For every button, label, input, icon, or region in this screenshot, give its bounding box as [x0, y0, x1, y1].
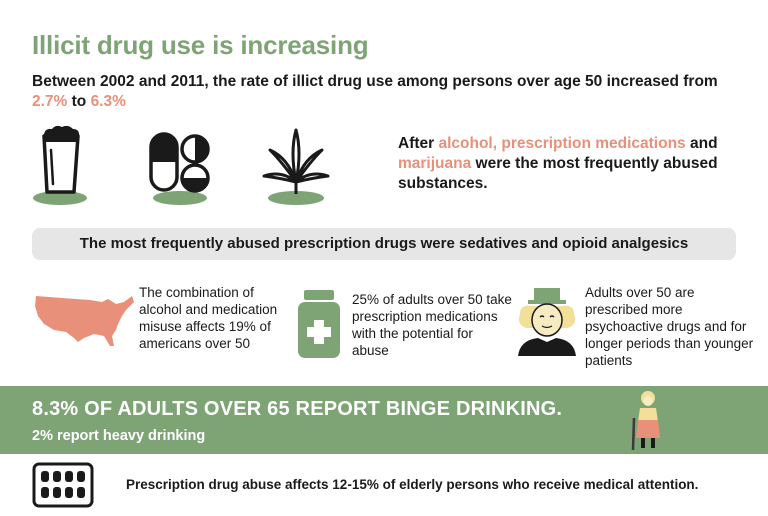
sedatives-banner: The most frequently abused prescription … [32, 228, 736, 260]
elderly-woman-icon [628, 390, 668, 452]
after-mid: and [685, 135, 718, 152]
intro-middle: to [67, 93, 91, 110]
after-text: After alcohol, prescription medications … [398, 134, 738, 194]
intro-text: Between 2002 and 2011, the rate of illic… [32, 72, 752, 112]
stat-psychoactive-drugs: Adults over 50 are prescribed more psych… [585, 285, 754, 368]
intro-to-value: 6.3% [90, 93, 126, 110]
pills-icon [148, 122, 238, 212]
marijuana-leaf-icon [258, 122, 348, 212]
after-highlight-2: marijuana [398, 155, 472, 172]
stat-prescription-abuse: 25% of adults over 50 take prescription … [352, 292, 512, 358]
intro-from-value: 2.7% [32, 93, 68, 110]
elderly-abuse-stat: Prescription drug abuse affects 12-15% o… [126, 477, 699, 492]
pill-bottle-icon [294, 288, 344, 360]
page-title: Illicit drug use is increasing [32, 30, 369, 60]
person-hat-icon [516, 286, 578, 358]
usa-map-icon [32, 290, 136, 350]
heavy-drinking-subtext: 2% report heavy drinking [32, 428, 206, 444]
intro-text-before: Between 2002 and 2011, the rate of illic… [32, 73, 718, 90]
binge-headline: 8.3% OF ADULTS OVER 65 REPORT BINGE DRIN… [32, 398, 563, 420]
after-highlight-1: alcohol, prescription medications [438, 135, 686, 152]
stat-alcohol-medication: The combination of alcohol and medicatio… [139, 285, 278, 351]
after-prefix: After [398, 135, 439, 152]
blister-pack-icon [32, 462, 94, 508]
beer-glass-icon [30, 122, 120, 212]
after-suffix: were the most frequently abused substanc… [398, 155, 718, 192]
